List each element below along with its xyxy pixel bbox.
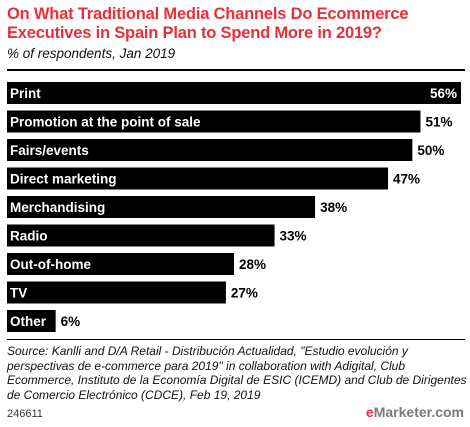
bottom-divider: [7, 339, 465, 340]
bar-promotion-at-the-point-of-sale: [7, 110, 421, 133]
bar-direct-marketing: [7, 167, 389, 190]
value-label: 56%: [430, 86, 457, 101]
brand-name: Marketer: [373, 404, 432, 420]
bar-print: [7, 82, 461, 104]
source-note: Source: Kanlli and D/A Retail - Distribu…: [7, 344, 467, 402]
value-label: 51%: [425, 115, 452, 130]
bar-other: [7, 310, 56, 332]
category-label: TV: [10, 286, 27, 301]
category-label: Print: [10, 86, 41, 101]
bar-merchandising: [7, 196, 316, 218]
bar-out-of-home: [7, 253, 234, 275]
category-label: Radio: [10, 229, 48, 244]
category-label: Promotion at the point of sale: [10, 115, 201, 130]
value-label: 6%: [61, 314, 81, 329]
chart-id: 246611: [7, 408, 43, 420]
brand-prefix: e: [365, 404, 374, 420]
brand-logo: eMarketer.com: [366, 404, 464, 420]
chart-title: On What Traditional Media Channels Do Ec…: [7, 5, 409, 42]
value-label: 28%: [239, 257, 266, 272]
brand-suffix: .com: [431, 404, 464, 420]
value-label: 50%: [417, 143, 444, 158]
bar-fairs-events: [7, 139, 413, 161]
value-label: 33%: [280, 229, 307, 244]
category-label: Other: [10, 314, 47, 329]
category-label: Direct marketing: [10, 172, 117, 187]
category-label: Out-of-home: [10, 257, 91, 272]
bar-radio: [7, 224, 275, 247]
top-divider: [7, 69, 465, 71]
category-label: Fairs/events: [10, 143, 89, 158]
bar-tv: [7, 281, 226, 304]
value-label: 47%: [393, 172, 420, 187]
value-label: 27%: [231, 286, 258, 301]
category-label: Merchandising: [10, 200, 105, 215]
chart-subtitle: % of respondents, Jan 2019: [7, 46, 176, 61]
value-label: 38%: [320, 200, 347, 215]
